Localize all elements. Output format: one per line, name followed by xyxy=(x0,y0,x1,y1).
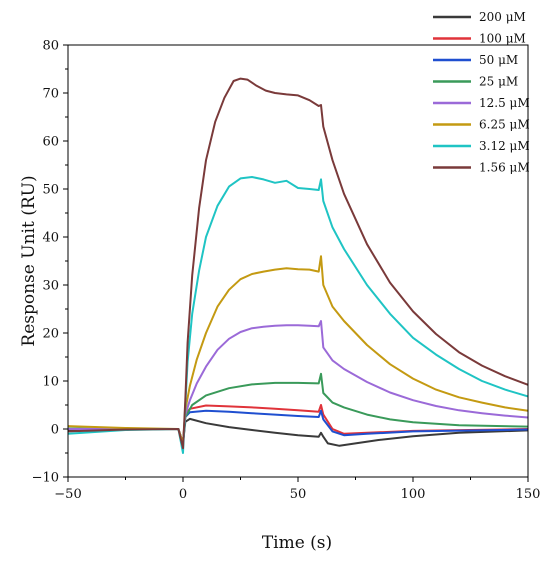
x-tick-label-3: 100 xyxy=(401,487,426,502)
series-layer xyxy=(67,77,529,454)
y-tick-label-0: −10 xyxy=(32,471,59,486)
legend-label-0: 200 μM xyxy=(479,10,526,24)
y-tick-label-5: 40 xyxy=(42,231,59,246)
y-tick-label-3: 20 xyxy=(42,327,59,342)
y-tick-label-8: 70 xyxy=(42,87,59,102)
y-axis-title: Response Unit (RU) xyxy=(19,175,39,346)
y-tick-label-1: 0 xyxy=(51,423,59,438)
plot-border xyxy=(67,44,529,478)
series-line-4 xyxy=(68,320,529,445)
series-line-0 xyxy=(67,417,529,447)
series-line-2 xyxy=(68,409,529,445)
x-tick-label-0: −50 xyxy=(54,487,81,502)
series-line-7 xyxy=(67,77,529,450)
legend-label-7: 1.56 μM xyxy=(479,161,530,175)
y-tick-label-2: 10 xyxy=(42,375,59,390)
series-line-5 xyxy=(67,255,529,445)
x-tick-label-4: 150 xyxy=(516,487,541,502)
y-tick-label-4: 30 xyxy=(42,279,59,294)
legend-label-5: 6.25 μM xyxy=(479,118,530,132)
legend-label-2: 50 μM xyxy=(479,53,518,67)
x-tick-label-1: 0 xyxy=(179,487,187,502)
legend-label-4: 12.5 μM xyxy=(479,96,530,110)
plot-frame xyxy=(67,44,529,478)
legend-label-6: 3.12 μM xyxy=(479,139,530,153)
y-tick-label-9: 80 xyxy=(42,39,59,54)
legend: 200 μM 100 μM 50 μM 25 μM 12.5 μM 6.25 μM 3.12… xyxy=(433,10,530,175)
x-tick-label-2: 50 xyxy=(290,487,307,502)
axis-ticks: −50 0 50 100 150 −10 0 10 20 30 40 50 60 70 80 xyxy=(32,39,541,503)
y-tick-label-6: 50 xyxy=(42,183,59,198)
series-line-6 xyxy=(67,176,529,454)
y-tick-label-7: 60 xyxy=(42,135,59,150)
x-axis-title: Time (s) xyxy=(262,533,332,553)
legend-label-3: 25 μM xyxy=(479,75,518,89)
legend-label-1: 100 μM xyxy=(479,32,526,46)
